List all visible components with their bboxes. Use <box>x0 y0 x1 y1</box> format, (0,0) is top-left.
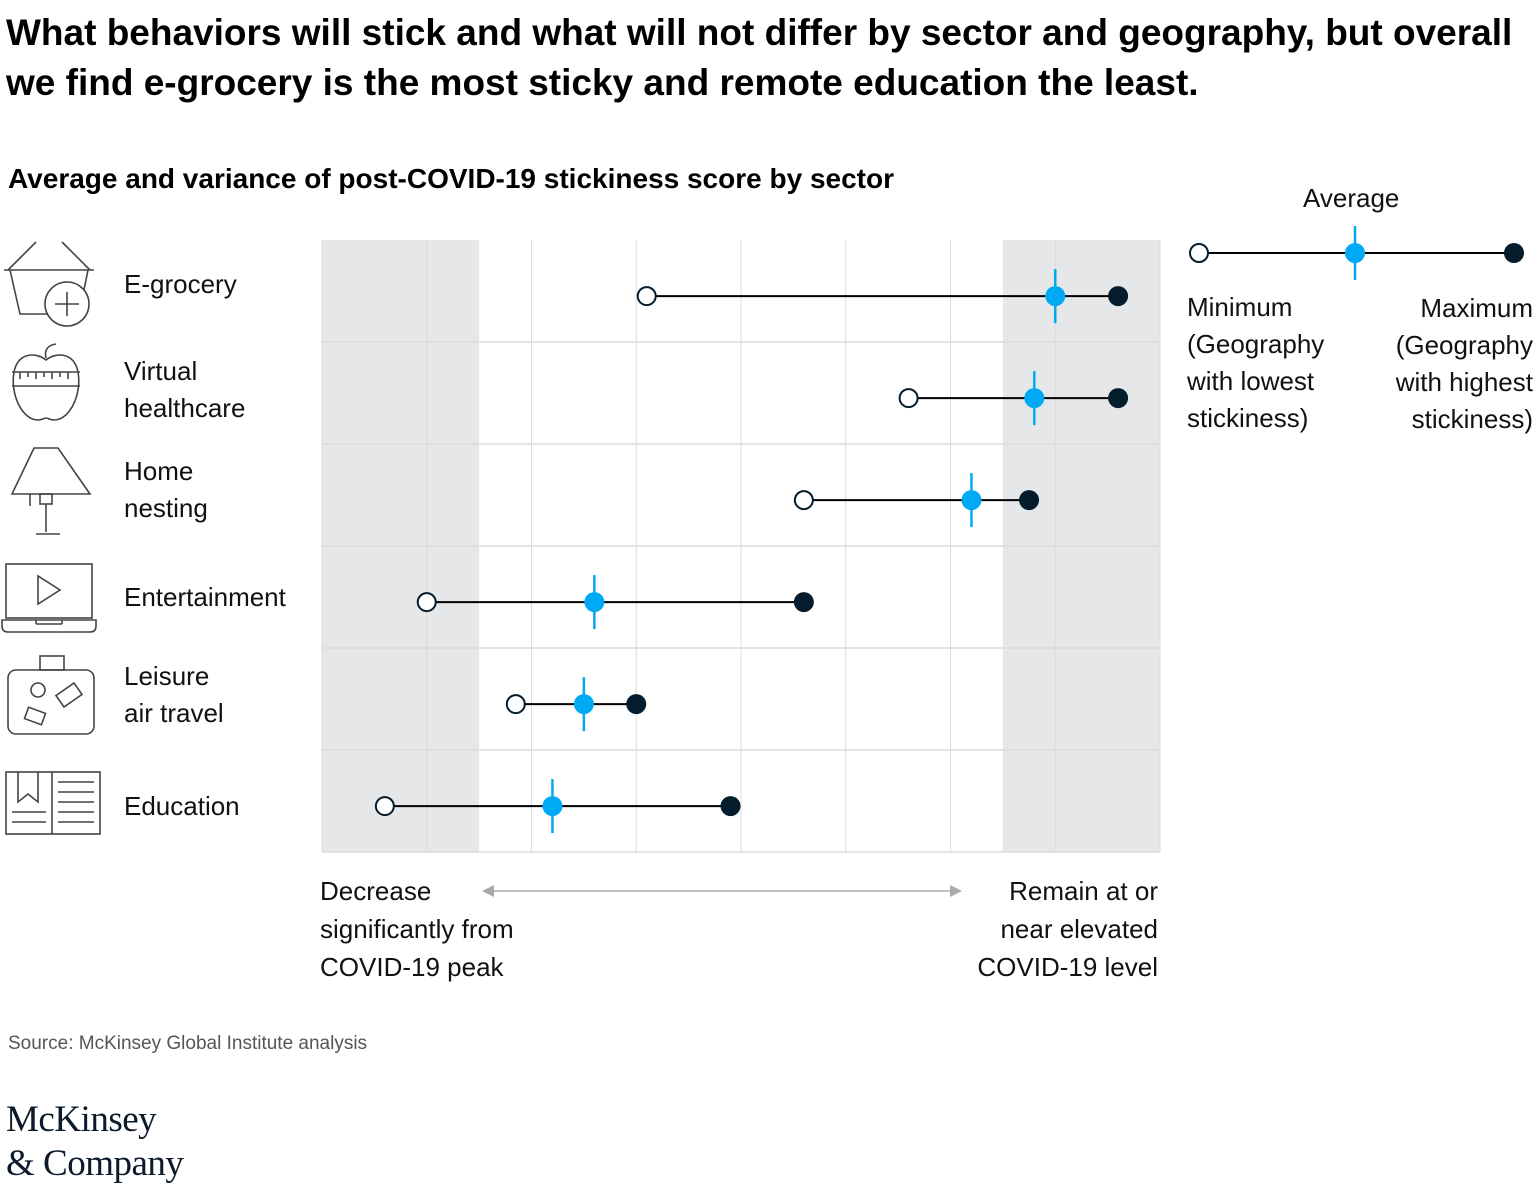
min-point-entertainment <box>416 592 437 613</box>
source-note: Source: McKinsey Global Institute analys… <box>8 1033 368 1054</box>
book-icon <box>5 771 101 835</box>
legend-average-label: Average <box>1303 183 1400 213</box>
legend-maximum-label: Maximum (Geography with highest stickine… <box>1395 293 1533 434</box>
laptop-play-icon <box>1 563 97 633</box>
sector-label-entertainment: Entertainment <box>124 582 286 612</box>
mckinsey-logo: McKinsey & Company <box>6 1099 184 1184</box>
average-point-home-nesting <box>961 490 982 511</box>
sector-label-leisure-air-travel: Leisure air travel <box>124 661 224 728</box>
average-point-education <box>542 796 563 817</box>
sector-label-e-grocery: E-grocery <box>124 269 237 299</box>
legend-min-point <box>1189 243 1209 263</box>
min-point-leisure-air-travel <box>505 694 526 715</box>
sector-label-virtual-healthcare: Virtual healthcare <box>124 356 246 423</box>
max-point-home-nesting <box>1019 490 1040 511</box>
max-point-education <box>720 796 741 817</box>
average-point-leisure-air-travel <box>573 694 594 715</box>
min-point-e-grocery <box>636 286 657 307</box>
sector-label-education: Education <box>124 791 240 821</box>
x-axis-label-right: Remain at or near elevated COVID-19 leve… <box>977 876 1158 982</box>
average-point-e-grocery <box>1045 286 1066 307</box>
chart-title: Average and variance of post-COVID-19 st… <box>8 163 894 194</box>
x-axis-label-left: Decrease significantly from COVID-19 pea… <box>320 876 514 982</box>
min-point-home-nesting <box>793 490 814 511</box>
max-point-e-grocery <box>1108 286 1129 307</box>
sector-label-home-nesting: Home nesting <box>124 456 208 523</box>
axis-arrow-right <box>950 885 962 897</box>
axis-arrow-left <box>482 885 494 897</box>
basket-icon <box>4 241 94 327</box>
max-point-virtual-healthcare <box>1108 388 1129 409</box>
min-point-education <box>374 796 395 817</box>
suitcase-icon <box>7 655 95 735</box>
average-point-entertainment <box>584 592 605 613</box>
apple-icon <box>12 343 80 421</box>
min-point-virtual-healthcare <box>898 388 919 409</box>
legend-average-point <box>1345 243 1365 263</box>
max-point-leisure-air-travel <box>626 694 647 715</box>
max-point-entertainment <box>793 592 814 613</box>
legend-max-point <box>1504 243 1524 263</box>
average-point-virtual-healthcare <box>1024 388 1045 409</box>
headline: What behaviors will stick and what will … <box>6 12 1513 103</box>
lamp-icon <box>10 447 92 535</box>
legend-minimum-label: Minimum (Geography with lowest stickines… <box>1187 292 1325 433</box>
